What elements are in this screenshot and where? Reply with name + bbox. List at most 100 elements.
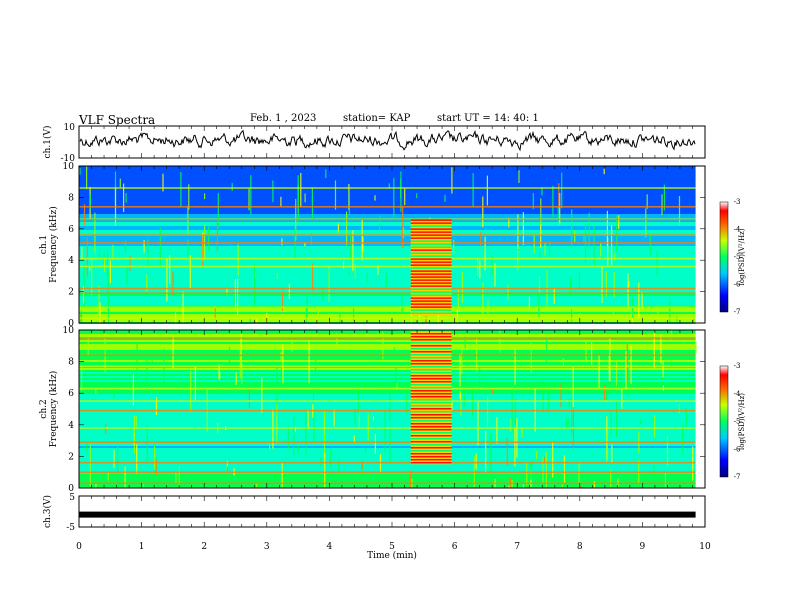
spectrogram-streak bbox=[82, 285, 85, 304]
emission-burst-line bbox=[410, 243, 452, 245]
spectrogram-streak bbox=[507, 284, 509, 300]
spectrogram-streak bbox=[89, 444, 91, 487]
spectrogram-streak bbox=[123, 183, 125, 212]
emission-burst-line bbox=[410, 372, 452, 374]
spectrogram-streak bbox=[476, 334, 478, 372]
spectrogram-streak bbox=[559, 192, 561, 225]
spectrogram-streak bbox=[479, 260, 481, 279]
spectrogram-streak bbox=[552, 485, 554, 488]
spectrogram-streak bbox=[276, 362, 278, 405]
spectrogram-streak bbox=[256, 318, 258, 323]
spectrogram-band bbox=[79, 222, 696, 224]
spectrogram-band bbox=[79, 274, 696, 276]
x-tick-label: 6 bbox=[452, 542, 458, 552]
spectrogram-band bbox=[79, 334, 696, 336]
emission-burst-line bbox=[410, 456, 452, 458]
spectrogram-streak bbox=[682, 424, 684, 455]
spectrogram-streak bbox=[146, 355, 148, 391]
emission-burst-line bbox=[410, 285, 452, 287]
spectrogram-streak bbox=[605, 271, 607, 297]
spectrogram-streak bbox=[402, 205, 404, 249]
y-axis-label-frequency: Frequency (kHz) bbox=[48, 371, 59, 448]
spectrogram-streak bbox=[311, 187, 313, 219]
spectrogram-streak bbox=[517, 250, 519, 271]
spectrogram-streak bbox=[608, 355, 610, 382]
spectrogram-band bbox=[79, 168, 696, 170]
emission-burst-line bbox=[410, 411, 452, 413]
spectrogram-band bbox=[79, 208, 696, 210]
spectrogram-streak bbox=[571, 309, 573, 323]
spectrogram-streak bbox=[99, 302, 101, 323]
date-label: Feb. 1 , 2023 bbox=[250, 113, 317, 124]
spectrogram-band bbox=[79, 166, 696, 168]
spectrogram-streak bbox=[641, 291, 643, 309]
spectrogram-band bbox=[79, 338, 696, 340]
spectrogram-band bbox=[79, 182, 696, 184]
spectrogram-streak bbox=[86, 237, 88, 277]
spectrogram-streak bbox=[366, 273, 368, 282]
spectrogram-band bbox=[79, 332, 696, 334]
y-tick-label: 10 bbox=[63, 326, 75, 336]
emission-burst-line bbox=[410, 306, 452, 308]
spectrogram-streak bbox=[453, 240, 455, 255]
spectrogram-streak bbox=[239, 347, 241, 379]
narrowband-line bbox=[79, 441, 696, 443]
spectrogram-streak bbox=[172, 335, 174, 369]
spectrogram-streak bbox=[217, 193, 219, 228]
spectrogram-streak bbox=[618, 215, 620, 229]
emission-burst-line bbox=[410, 432, 452, 434]
spectrogram-streak bbox=[461, 344, 463, 375]
emission-burst-line bbox=[410, 255, 452, 257]
spectrogram-streak bbox=[530, 342, 532, 373]
spectrogram-streak bbox=[664, 473, 666, 488]
spectrogram-streak bbox=[361, 463, 363, 488]
spectrogram-streak bbox=[218, 364, 220, 380]
emission-burst-line bbox=[410, 339, 452, 341]
spectrogram-streak bbox=[514, 427, 516, 467]
emission-burst-line bbox=[410, 429, 452, 431]
emission-burst-line bbox=[410, 399, 452, 401]
colorbar-label: log(PSD)(V²/Hz) bbox=[738, 393, 746, 450]
emission-burst-line bbox=[410, 264, 452, 266]
emission-burst-line bbox=[410, 444, 452, 446]
spectrogram-streak bbox=[162, 482, 164, 488]
emission-burst-line bbox=[410, 279, 452, 281]
spectrogram-streak bbox=[601, 266, 603, 304]
spectrogram-streak bbox=[568, 398, 570, 407]
spectrogram-streak bbox=[350, 234, 352, 261]
emission-burst-line bbox=[410, 219, 452, 221]
spectrogram-streak bbox=[508, 485, 510, 488]
x-tick-label: 7 bbox=[514, 542, 520, 552]
emission-burst-line bbox=[410, 270, 452, 272]
spectrogram-streak bbox=[646, 194, 648, 209]
spectrogram-band bbox=[79, 456, 696, 458]
spectrogram-streak bbox=[248, 386, 250, 409]
spectrogram-streak bbox=[384, 410, 386, 453]
narrowband-line bbox=[79, 287, 696, 290]
emission-burst-line bbox=[410, 441, 452, 443]
x-tick-label: 2 bbox=[201, 542, 207, 552]
spectrogram-streak bbox=[162, 173, 164, 192]
spectrogram-streak bbox=[600, 242, 602, 257]
spectrogram-streak bbox=[310, 233, 312, 246]
spectrogram-streak bbox=[539, 250, 541, 259]
spectrogram-streak bbox=[280, 366, 283, 392]
x-tick-label: 10 bbox=[699, 542, 711, 552]
spectrogram-streak bbox=[472, 173, 474, 208]
emission-burst-line bbox=[410, 357, 452, 359]
spectrogram-band bbox=[79, 446, 696, 448]
spectrogram-band bbox=[79, 214, 696, 216]
spectrogram-streak bbox=[563, 455, 566, 483]
spectrogram-streak bbox=[154, 446, 156, 470]
spectrogram-streak bbox=[281, 462, 283, 488]
spectrogram-band bbox=[79, 178, 696, 180]
narrowband-line bbox=[79, 206, 696, 208]
spectrogram-streak bbox=[334, 180, 337, 210]
spectrogram-streak bbox=[593, 481, 596, 488]
spectrogram-band bbox=[79, 350, 696, 352]
emission-burst-line bbox=[410, 408, 452, 410]
spectrogram-band bbox=[79, 248, 696, 250]
spectrogram-streak bbox=[451, 167, 453, 194]
spectrogram-streak bbox=[281, 238, 283, 246]
spectrogram-streak bbox=[491, 255, 493, 276]
